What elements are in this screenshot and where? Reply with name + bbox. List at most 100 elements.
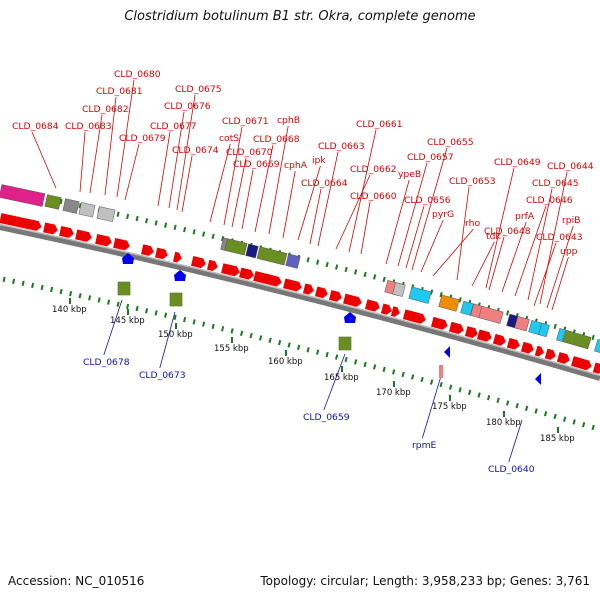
scale-label: 140 kbp	[52, 305, 87, 315]
cds-arrow	[492, 333, 506, 346]
ring-dot	[306, 347, 310, 353]
leader-line	[176, 94, 196, 211]
accession-text: Accession: NC_010516	[8, 574, 145, 588]
leader-line	[546, 225, 574, 309]
leader-line	[317, 151, 339, 247]
ring-dot	[363, 271, 367, 278]
gene-label: CLD_0684	[12, 121, 59, 132]
gene-feature	[538, 322, 550, 338]
leader-line	[422, 375, 442, 439]
gene-label: cphB	[277, 115, 300, 126]
leader-line	[508, 419, 523, 463]
gene-label: CLD_0661	[356, 119, 403, 130]
ring-dot	[97, 297, 101, 303]
leader-line	[405, 205, 425, 269]
ring-dot	[297, 344, 301, 351]
leader-line	[335, 174, 371, 250]
ring-dot	[562, 416, 567, 422]
gene-label: cotS	[219, 133, 239, 144]
ring-dot	[154, 220, 158, 226]
ring-dot	[135, 305, 139, 312]
ring-dot	[21, 280, 25, 287]
ring-dot	[145, 218, 149, 224]
ring-dot	[230, 328, 234, 334]
cds-arrow	[464, 326, 478, 338]
gene-label: pyrG	[432, 209, 454, 220]
cds-arrow	[534, 345, 544, 357]
ring-dot	[496, 397, 500, 403]
ring-dot	[458, 387, 462, 393]
leader-line	[209, 143, 231, 223]
map-title: Clostridium botulinum B1 str. Okra, comp…	[124, 9, 476, 24]
gene-label: CLD_0662	[350, 164, 397, 175]
ring-dot	[221, 326, 225, 332]
ring-dot	[382, 276, 386, 283]
ring-dot	[12, 278, 16, 285]
ring-dot	[211, 323, 215, 330]
ring-dot	[306, 257, 310, 263]
leader-line	[309, 188, 322, 245]
ring-dot	[31, 282, 35, 289]
ring-dot	[69, 291, 73, 297]
ring-dot	[316, 349, 320, 355]
gene-label: CLD_0653	[449, 176, 496, 187]
scale-label: 155 kbp	[214, 344, 249, 354]
gene-label: CLD_0679	[119, 133, 166, 144]
leader-line	[527, 188, 553, 301]
ring-dot	[449, 384, 453, 390]
scale-label: 150 kbp	[158, 330, 193, 340]
features	[0, 184, 600, 385]
leader-line	[254, 144, 274, 233]
ring-dot	[325, 351, 329, 358]
cds-arrow	[380, 303, 392, 315]
leader-line	[103, 299, 123, 356]
gene-feature	[392, 282, 406, 297]
cds-arrow	[448, 321, 464, 335]
ring-dot	[572, 419, 576, 425]
cds-arrow	[113, 238, 130, 251]
gene-label: CLD_0655	[427, 137, 474, 148]
ring-dot	[335, 354, 339, 360]
topology-text: Topology: circular; Length: 3,958,233 bp…	[260, 574, 590, 588]
lower-gene-block	[117, 281, 131, 296]
ring-dot	[344, 266, 348, 273]
gene-label: CLD_0670	[226, 147, 273, 158]
ring-dot	[581, 422, 586, 428]
gene-label: CLD_0671	[222, 116, 269, 127]
ring-dot	[524, 405, 529, 412]
leader-line	[501, 221, 527, 293]
cds-arrow	[191, 256, 206, 269]
ring-dot	[211, 233, 215, 240]
ring-dot	[154, 310, 158, 316]
ring-dot	[316, 259, 320, 265]
ring-dot	[287, 342, 291, 348]
leader-line	[533, 242, 557, 307]
gene-label: CLD_0680	[114, 69, 161, 80]
gene-label: ipk	[312, 155, 326, 166]
gene-label: CLD_0656	[404, 195, 451, 206]
gene-label: CLD_0681	[96, 86, 143, 97]
cds-arrow	[283, 278, 302, 292]
ring-dot	[268, 337, 272, 343]
ring-dot	[126, 303, 130, 310]
gene-label: rpmE	[412, 440, 437, 451]
blue-marker	[344, 312, 356, 323]
gene-label: cphA	[284, 160, 308, 171]
cds-arrow	[571, 356, 592, 371]
ring-dot	[373, 364, 377, 370]
gene-label: CLD_0663	[318, 141, 365, 152]
gene-label: CLD_0659	[303, 412, 350, 423]
ring-dot	[373, 274, 377, 280]
backbone-highlight	[0, 223, 600, 377]
scale-label: 165 kbp	[324, 373, 359, 383]
gene-feature	[285, 253, 301, 269]
ring-dot	[411, 374, 415, 380]
ring-dot	[553, 413, 557, 420]
ring-dot	[202, 321, 206, 327]
dotted-rings	[2, 186, 595, 431]
gene-feature	[0, 184, 46, 207]
cds-arrow	[556, 352, 570, 364]
leader-line	[348, 129, 377, 253]
ring-dot	[344, 356, 348, 363]
label-leaders	[31, 79, 574, 463]
